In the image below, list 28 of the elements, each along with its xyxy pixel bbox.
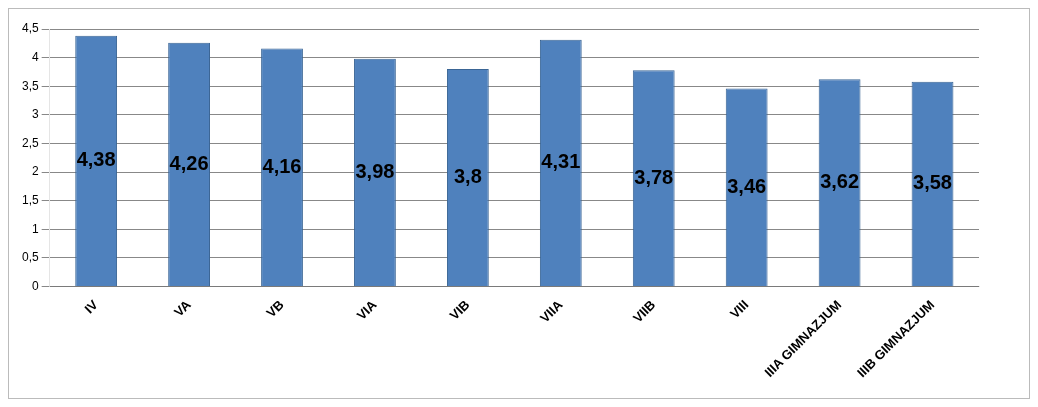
y-tick-label: 0,5: [21, 250, 39, 265]
data-label: 4,38: [76, 148, 116, 171]
data-label: 3,58: [913, 171, 952, 194]
data-label: 3,46: [727, 174, 767, 197]
y-tick-label: 0: [31, 278, 39, 293]
y-tick-label: 2: [31, 164, 39, 179]
data-label: 4,31: [541, 150, 581, 173]
x-tick-label: VIB: [446, 297, 473, 323]
y-tick-label: 4,5: [21, 21, 39, 36]
data-label: 4,16: [262, 154, 302, 177]
data-label: 3,98: [355, 159, 395, 182]
data-label: 4,26: [169, 151, 209, 174]
x-tick-label: VA: [171, 296, 195, 320]
x-tick-label: VIIB: [629, 297, 659, 326]
y-tick-label: 2,5: [21, 135, 39, 150]
x-tick-label: VIA: [353, 296, 381, 323]
x-tick-label: VIII: [726, 297, 752, 322]
x-tick-label: IV: [81, 296, 102, 317]
x-tick-label: VB: [263, 297, 287, 321]
y-tick-label: 3: [31, 107, 39, 122]
y-tick-label: 4: [31, 49, 39, 64]
y-tick-label: 1,5: [21, 192, 39, 207]
y-tick-label: 1: [31, 221, 39, 236]
data-label: 3,8: [453, 165, 482, 188]
y-tick-label: 3,5: [21, 78, 39, 93]
data-label: 3,62: [820, 170, 860, 193]
data-label: 3,78: [634, 165, 674, 188]
x-tick-label: VIIA: [536, 296, 566, 326]
